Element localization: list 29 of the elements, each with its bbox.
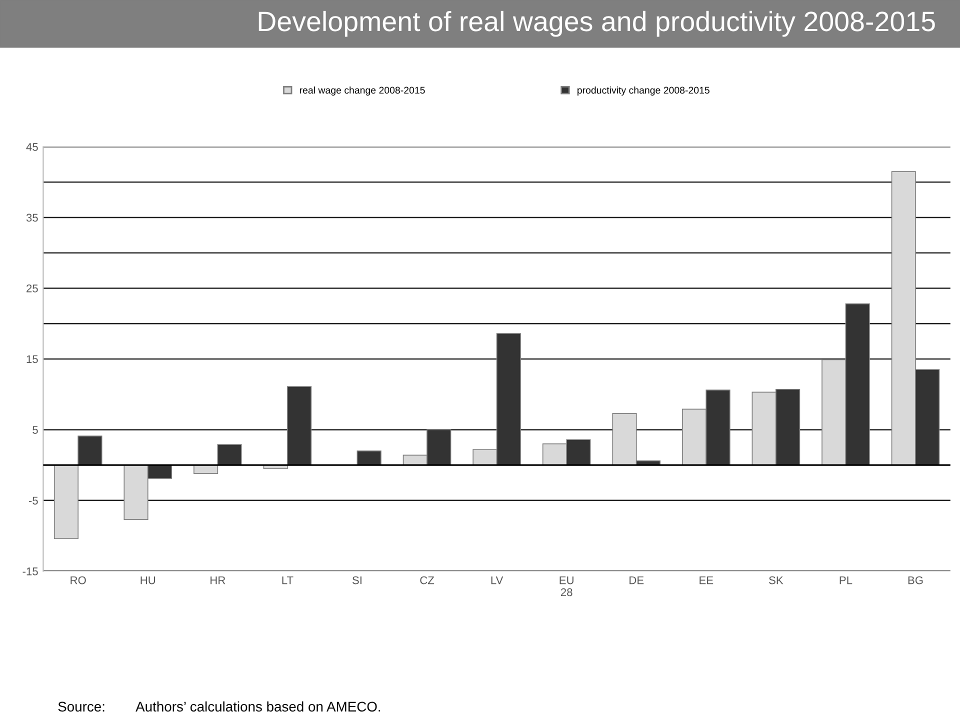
y-tick-label: 35 xyxy=(26,214,38,222)
bar xyxy=(217,444,242,466)
x-tick-label: SI xyxy=(352,576,362,584)
x-tick-label: PL xyxy=(840,576,852,584)
x-tick-label: RO xyxy=(70,576,86,584)
bar xyxy=(287,386,312,466)
x-tick-label: EE xyxy=(700,576,714,584)
source-note: Source: Authors’ calculations based on AMECO. xyxy=(58,701,380,712)
y-tick-label: 5 xyxy=(32,426,38,434)
legend-label: productivity change 2008-2015 xyxy=(578,86,710,96)
y-tick-label: 25 xyxy=(26,284,38,292)
y-tick-label: -5 xyxy=(28,496,38,505)
bar xyxy=(356,450,382,466)
x-tick-label: LT xyxy=(282,576,294,584)
x-tick-label: HU xyxy=(140,576,156,584)
bar xyxy=(78,436,102,466)
legend-label: real wage change 2008-2015 xyxy=(300,86,425,96)
x-tick-label: DE xyxy=(630,576,644,584)
x-tick-label: HR xyxy=(210,576,226,584)
bar xyxy=(54,464,79,540)
x-tick-label: CZ xyxy=(420,576,434,584)
x-tick-label: EU 28 xyxy=(560,576,574,596)
x-tick-label: SK xyxy=(769,576,784,584)
y-tick-label: 15 xyxy=(26,355,38,364)
chart-title: Development of real wages and productivity 2008-2015 xyxy=(258,10,935,37)
y-tick-label: 45 xyxy=(26,143,38,151)
x-tick-label: LV xyxy=(491,576,504,584)
x-tick-label: BG xyxy=(908,576,923,584)
y-tick-label: -15 xyxy=(22,568,38,576)
